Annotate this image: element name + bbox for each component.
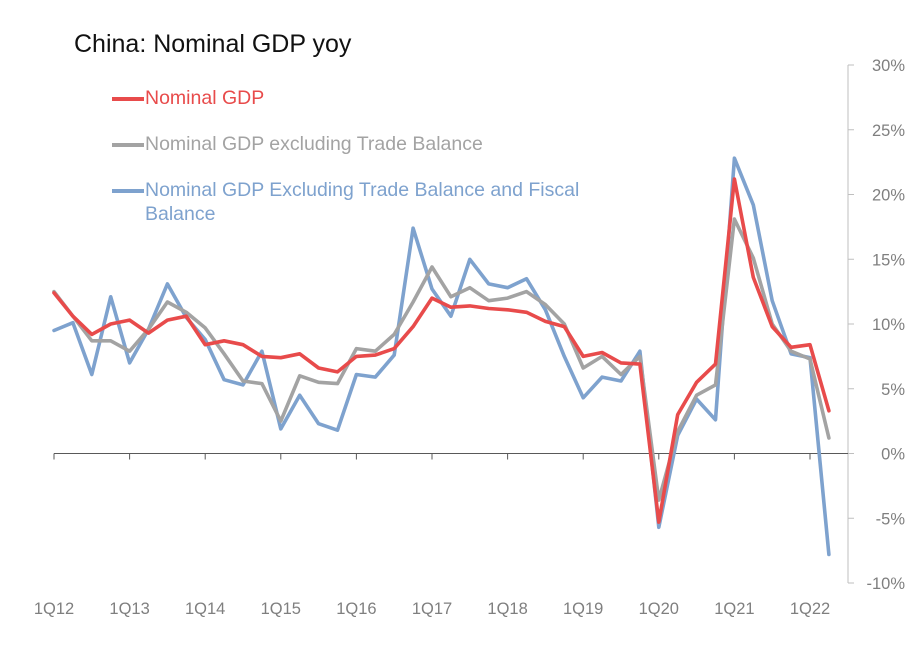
chart-title: China: Nominal GDP yoy [74, 30, 352, 58]
y-tick-label: -10% [866, 575, 905, 593]
x-tick-label: 1Q20 [639, 600, 679, 618]
chart-legend: Nominal GDP Nominal GDP excluding Trade … [112, 86, 632, 248]
legend-swatch-ex-trade-fiscal [112, 189, 144, 193]
x-tick-label: 1Q19 [563, 600, 603, 618]
y-tick-label: 25% [872, 122, 905, 140]
x-tick-label: 1Q12 [34, 600, 74, 618]
series-line-nominal-gdp [52, 177, 831, 524]
y-tick-label: 5% [881, 381, 905, 399]
legend-label-ex-trade: Nominal GDP excluding Trade Balance [145, 133, 483, 155]
legend-swatch-ex-trade [112, 143, 144, 147]
legend-entry-ex-trade: Nominal GDP excluding Trade Balance [112, 132, 632, 156]
y-tick-label: 30% [872, 57, 905, 75]
legend-swatch-nominal-gdp [112, 97, 144, 101]
y-tick-label: 10% [872, 316, 905, 334]
y-tick-label: 15% [872, 251, 905, 269]
x-tick-label: 1Q17 [412, 600, 452, 618]
x-tick-label: 1Q16 [336, 600, 376, 618]
legend-entry-ex-trade-fiscal: Nominal GDP Excluding Trade Balance and … [112, 178, 632, 226]
x-tick-label: 1Q15 [261, 600, 301, 618]
x-tick-label: 1Q14 [185, 600, 225, 618]
legend-entry-nominal-gdp: Nominal GDP [112, 86, 632, 110]
y-tick-label: -5% [876, 510, 906, 528]
y-tick-label: 20% [872, 187, 905, 205]
x-tick-label: 1Q13 [109, 600, 149, 618]
y-tick-label: 0% [881, 446, 905, 464]
x-tick-label: 1Q22 [790, 600, 830, 618]
x-tick-label: 1Q18 [487, 600, 527, 618]
series-line-ex-trade-fiscal [52, 156, 831, 557]
series-line-ex-trade [52, 217, 831, 502]
legend-label-nominal-gdp: Nominal GDP [145, 87, 265, 109]
x-tick-label: 1Q21 [714, 600, 754, 618]
legend-label-ex-trade-fiscal: Nominal GDP Excluding Trade Balance and … [145, 179, 580, 225]
